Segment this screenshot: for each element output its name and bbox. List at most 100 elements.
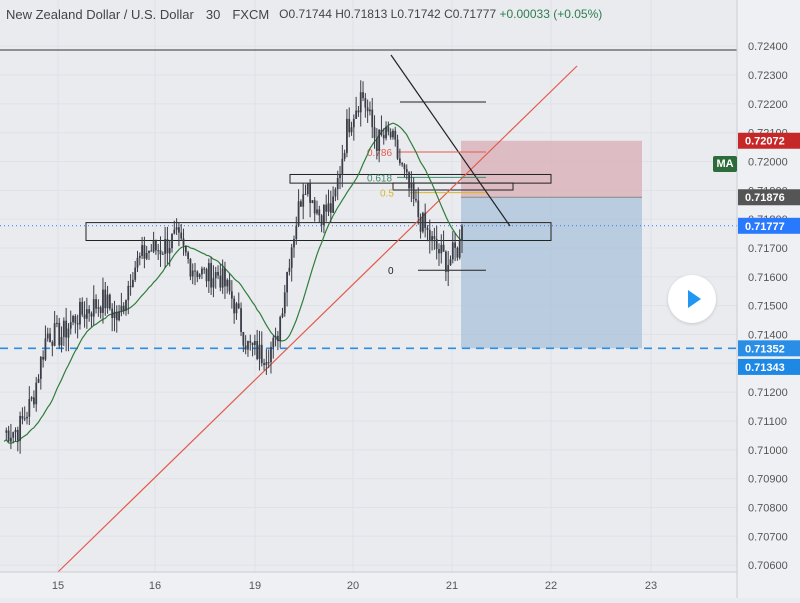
candle-body (92, 299, 95, 317)
candle-body (249, 341, 252, 343)
last-price-tag[interactable] (738, 217, 800, 234)
candle-body (194, 270, 196, 272)
candle-body (385, 126, 387, 139)
candle-body (210, 263, 213, 288)
candle-body (182, 238, 185, 246)
candle-body (318, 209, 321, 216)
interval-label[interactable]: 30 (205, 6, 221, 22)
candle-body (364, 98, 367, 108)
candle-body (461, 225, 463, 241)
candle-body (387, 126, 390, 132)
y-tick-label: 0.71600 (748, 272, 788, 284)
x-tick-label: 15 (52, 580, 64, 592)
candle-body (408, 172, 410, 189)
candle-body (212, 278, 215, 288)
entry-price-tag[interactable] (738, 189, 800, 206)
candle-body (111, 308, 114, 318)
candle-body (366, 107, 369, 112)
candle-body (157, 250, 160, 252)
candle-body (352, 118, 355, 128)
candle-body (198, 274, 201, 278)
rectangle-zone-small[interactable] (392, 182, 514, 191)
candle-body (219, 275, 222, 288)
play-button[interactable] (668, 275, 716, 323)
descending-trendline[interactable] (390, 54, 511, 227)
candle-body (440, 244, 443, 254)
candle-body (39, 356, 42, 379)
candle-body (85, 309, 88, 319)
y-tick-label: 0.72300 (748, 70, 788, 82)
candle-body (341, 158, 344, 175)
candle-body (272, 337, 275, 348)
candle-body (283, 292, 286, 314)
candle-body (30, 397, 33, 400)
candle-body (187, 252, 190, 259)
candle-body (454, 242, 456, 248)
candle-body (375, 137, 378, 151)
ohlc-readout: O0.71744 H0.71813 L0.71742 C0.71777 +0.0… (279, 7, 602, 21)
candle-body (274, 335, 277, 338)
candle-body (175, 227, 178, 230)
open-label: O (279, 7, 289, 21)
x-tick-label: 20 (347, 580, 359, 592)
candle-body (72, 316, 74, 323)
candle-body (113, 311, 116, 318)
candle-body (323, 204, 325, 226)
ma-indicator-badge[interactable]: MA (713, 156, 737, 172)
candle-body (125, 300, 127, 311)
candle-body (346, 118, 348, 153)
candle-body (410, 183, 413, 189)
candle-body (134, 267, 137, 280)
candle-body (217, 272, 219, 276)
candle-body (449, 259, 452, 266)
stop-price-tag[interactable] (738, 132, 800, 149)
target-price-tag[interactable] (738, 340, 800, 357)
target-price-label: 0.71352 (745, 343, 785, 355)
y-tick-label: 0.71000 (748, 445, 788, 457)
candle-body (60, 336, 63, 346)
candle-body (161, 253, 164, 255)
candle-body (316, 209, 318, 214)
time-axis[interactable] (0, 572, 737, 598)
candle-body (279, 316, 282, 342)
candle-body (189, 258, 192, 277)
candle-body (138, 255, 141, 258)
candle-body (154, 240, 157, 251)
candle-body (398, 158, 401, 164)
candle-body (173, 229, 176, 234)
y-tick-label: 0.71700 (748, 243, 788, 255)
candle-body (357, 110, 360, 113)
candle-body (104, 289, 107, 309)
candle-body (5, 430, 8, 433)
candle-body (37, 378, 40, 383)
take-profit-zone[interactable] (461, 197, 642, 349)
price-axis[interactable] (737, 0, 800, 598)
fib-level-label: 0.5 (380, 189, 394, 200)
candle-body (44, 338, 47, 360)
candle-body (56, 322, 58, 324)
candle-body (62, 320, 65, 337)
candle-body (180, 232, 183, 239)
ascending-trendline[interactable] (57, 65, 578, 573)
y-tick-label: 0.71500 (748, 301, 788, 313)
candle-body (306, 183, 309, 195)
candle-body (438, 249, 440, 254)
rectangle-zone[interactable] (85, 222, 552, 241)
candle-body (327, 203, 330, 212)
candle-body (178, 227, 180, 233)
candle-body (456, 247, 459, 258)
target2-price-tag[interactable] (738, 358, 800, 375)
candle-body (369, 109, 371, 112)
candle-body (79, 301, 81, 325)
stop-loss-zone[interactable] (461, 140, 642, 198)
candle-body (267, 362, 270, 364)
candle-body (143, 245, 146, 259)
exchange-label: FXCM (232, 6, 270, 22)
candle-body (97, 307, 100, 309)
candle-body (120, 305, 123, 312)
candle-body (235, 303, 238, 314)
candle-body (380, 129, 383, 135)
candle-body (145, 252, 148, 259)
